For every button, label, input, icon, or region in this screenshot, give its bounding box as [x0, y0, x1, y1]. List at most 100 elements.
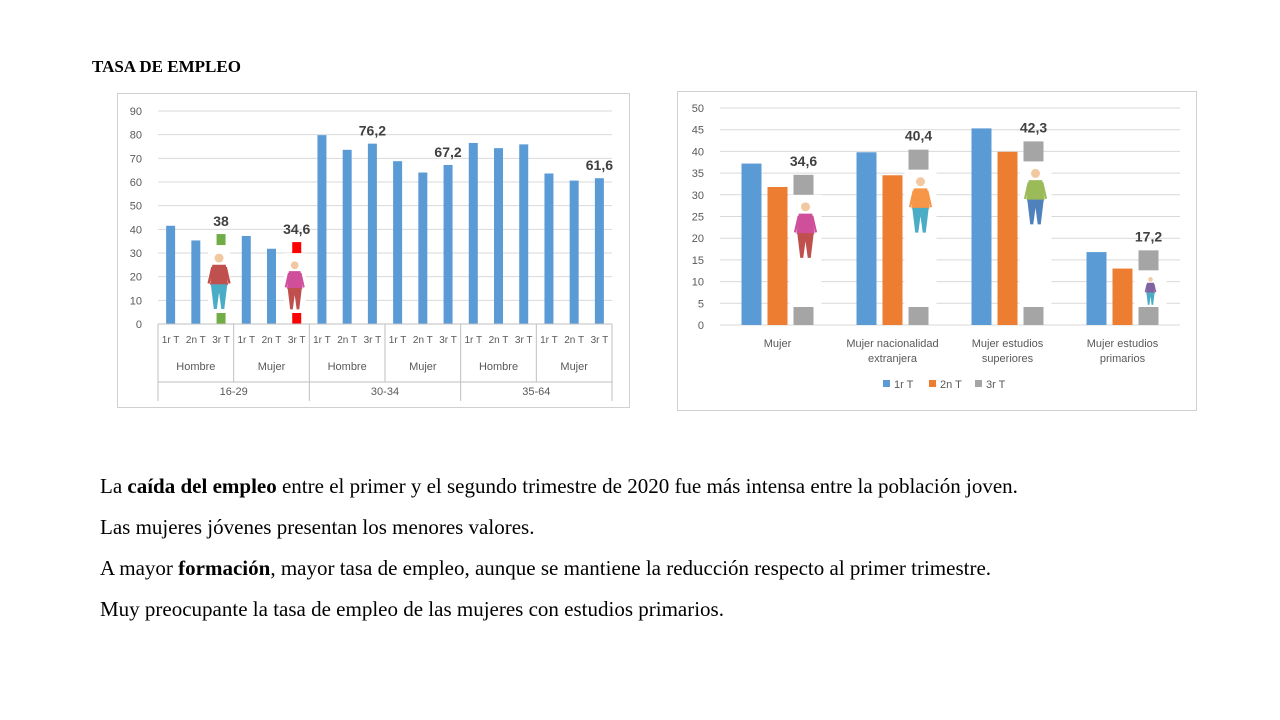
figure-legs: [1027, 199, 1044, 225]
text-run: entre el primer y el segundo trimestre d…: [276, 474, 1018, 498]
y-tick-label: 35: [692, 168, 704, 180]
figure-arm: [811, 215, 818, 233]
figure-arm: [1023, 182, 1030, 200]
y-tick-label: 50: [130, 201, 142, 213]
legend-swatch: [883, 380, 890, 387]
x-tick-label: 2n T: [413, 335, 433, 346]
y-tick-label: 50: [692, 103, 704, 115]
bar: [494, 148, 503, 324]
y-tick-label: 45: [692, 125, 704, 137]
bar: [971, 128, 992, 325]
x-tick-label: 3r T: [515, 335, 533, 346]
x-tick-label: 3r T: [212, 335, 230, 346]
bar: [856, 152, 877, 325]
chart-employment-women-groups: 0 5 10 15 20 25 30 35 40 45 50 34,6 Mujer 40,4 Mujer n…: [677, 91, 1197, 411]
bar: [342, 149, 352, 324]
figure-head: [1031, 168, 1040, 178]
figure-body: [286, 271, 303, 289]
y-tick-label: 10: [130, 295, 142, 307]
y-tick-label: 90: [130, 106, 142, 118]
figure-head: [1148, 277, 1153, 282]
figure-arm: [284, 272, 290, 288]
y-tick-label: 60: [130, 177, 142, 189]
figure-arm: [299, 272, 305, 288]
person-icon: [207, 253, 231, 310]
subgroup-label: Mujer: [258, 361, 286, 373]
x-tick-label: 2n T: [262, 335, 282, 346]
data-label: 38: [213, 213, 229, 229]
x-tick-label: 1r T: [540, 335, 558, 346]
chart-employment-women-groups-svg: 0 5 10 15 20 25 30 35 40 45 50 34,6 Mujer 40,4 Mujer n…: [692, 103, 1180, 391]
person-icon: [1023, 168, 1048, 225]
group-label: 16-29: [220, 386, 248, 398]
bar: [544, 173, 554, 324]
y-tick-label: 15: [692, 255, 704, 267]
y-tick-label: 10: [692, 277, 704, 289]
x-tick-label: 1r T: [313, 335, 331, 346]
x-tick-label: 3r T: [591, 335, 609, 346]
data-label: 40,4: [905, 128, 932, 144]
figure-legs: [1146, 292, 1155, 305]
paragraph: Muy preocupante la tasa de empleo de las…: [100, 589, 1220, 630]
y-tick-label: 30: [692, 190, 704, 202]
figure-arm: [926, 190, 933, 208]
legend-label: 1r T: [894, 379, 914, 391]
bar: [767, 186, 788, 325]
bar: [882, 175, 903, 325]
figure-arm: [1144, 283, 1148, 293]
x-tick-label: 2n T: [337, 335, 357, 346]
x-tick-label: 2n T: [564, 335, 584, 346]
text-run: Las mujeres jóvenes presentan los menore…: [100, 515, 535, 539]
figure-legs: [797, 233, 814, 258]
person-icon: [793, 202, 818, 258]
figure-arm: [908, 190, 915, 208]
figure-head: [916, 177, 925, 187]
data-label: 34,6: [790, 153, 817, 169]
subgroup-label: Hombre: [328, 361, 367, 373]
category-label: Mujer nacionalidad: [846, 338, 938, 350]
y-tick-label: 5: [698, 298, 704, 310]
y-tick-label: 20: [692, 233, 704, 245]
figure-head: [801, 202, 810, 212]
data-label: 34,6: [283, 221, 310, 237]
data-label: 42,3: [1020, 119, 1047, 135]
subgroup-label: Hombre: [479, 361, 518, 373]
x-tick-label: 3r T: [439, 335, 457, 346]
figure-body: [210, 264, 229, 286]
x-tick-label: 1r T: [162, 335, 180, 346]
text-run: La: [100, 474, 128, 498]
slide-title: TASA DE EMPLEO: [92, 57, 241, 76]
bar: [393, 161, 403, 324]
bar: [418, 172, 428, 324]
x-tick-label: 1r T: [237, 335, 255, 346]
bar: [1086, 252, 1107, 325]
text-run: A mayor: [100, 556, 179, 580]
bar: [317, 135, 327, 324]
bar: [241, 235, 251, 324]
person-icon: [908, 177, 933, 233]
y-tick-label: 0: [698, 320, 704, 332]
body-text: La caída del empleo entre el primer y el…: [100, 466, 1220, 630]
paragraph: La caída del empleo entre el primer y el…: [100, 466, 1220, 507]
bar: [569, 180, 579, 324]
text-run: Muy preocupante la tasa de empleo de las…: [100, 597, 724, 621]
figure-body: [796, 213, 815, 234]
figure-body: [911, 188, 930, 209]
category-label: Mujer estudios: [1087, 338, 1159, 350]
x-tick-label: 3r T: [364, 335, 382, 346]
figure-arm: [793, 215, 800, 233]
legend-swatch: [929, 380, 936, 387]
figure-legs: [287, 288, 302, 310]
subgroup-label: Mujer: [560, 361, 588, 373]
figure-head: [290, 261, 299, 270]
subgroup-label: Mujer: [409, 361, 437, 373]
bold-text: caída del empleo: [127, 474, 277, 498]
bar: [741, 163, 762, 325]
figure-body: [1026, 180, 1045, 201]
legend-swatch: [975, 380, 982, 387]
y-tick-label: 40: [130, 224, 142, 236]
bar: [519, 144, 529, 324]
bar: [1112, 268, 1133, 325]
bar: [191, 240, 201, 324]
bold-text: formación: [178, 556, 271, 580]
